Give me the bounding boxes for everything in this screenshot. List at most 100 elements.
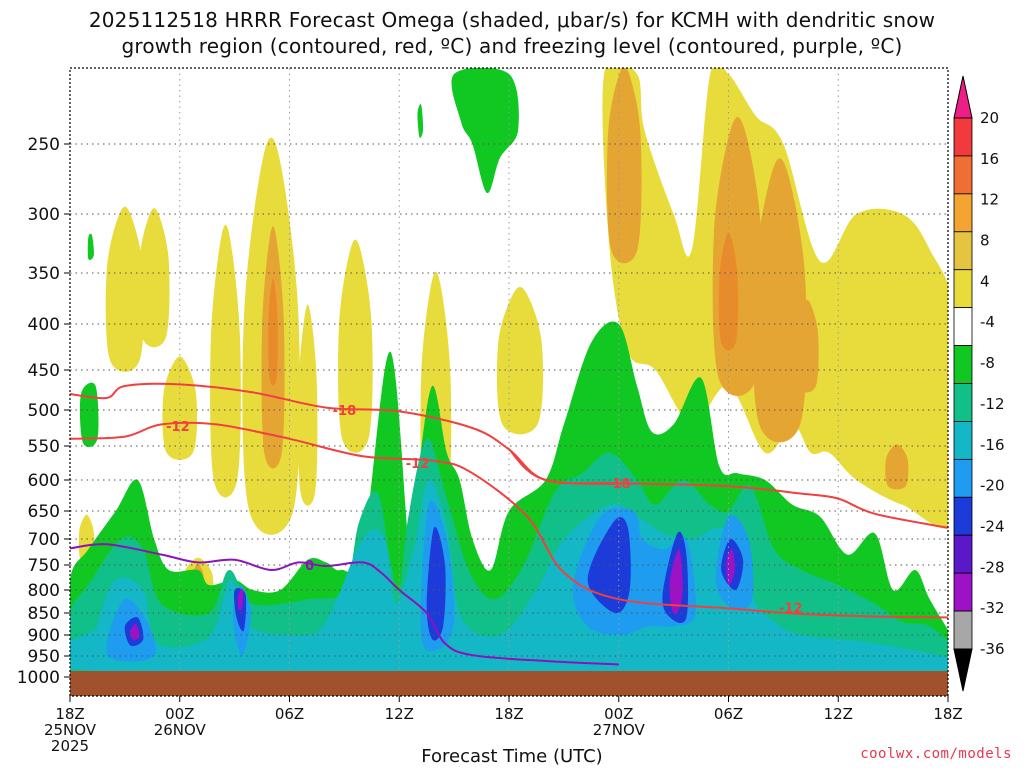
y-tick-label: 550 <box>28 437 60 457</box>
omega-shading <box>70 68 948 696</box>
colorbar-label: 4 <box>980 272 990 290</box>
x-tick-date: 26NOV <box>154 721 207 739</box>
colorbar-top-arrow <box>953 75 973 119</box>
colorbar-label: 16 <box>980 150 999 168</box>
contour-label: -12 <box>166 420 190 435</box>
omega-pos-region <box>105 206 145 372</box>
contour-label: -12 <box>406 457 430 472</box>
chart-title-line-2: growth region (contoured, red, ºC) and f… <box>121 34 903 58</box>
y-tick-label: 800 <box>28 581 60 601</box>
omega-pos-region <box>795 299 819 393</box>
colorbar-label: -24 <box>980 517 1005 535</box>
colorbar-band <box>953 307 973 346</box>
y-tick-label: 600 <box>28 471 60 491</box>
omega-pos-region <box>210 224 241 498</box>
x-tick-label: 06Z <box>714 705 743 723</box>
colorbar-legend: 20 16 12 8 4 -4 -8 -12 -16 -20 -24 -28 -32 -36 <box>953 75 1005 692</box>
colorbar-band <box>953 117 973 157</box>
colorbar-label: -12 <box>980 395 1005 413</box>
x-tick-label: 00Z <box>604 705 633 723</box>
contour-line-minus18b <box>508 448 638 485</box>
omega-pos-region <box>138 208 170 348</box>
omega-pos-region <box>496 286 544 435</box>
y-tick-label: 500 <box>28 401 60 421</box>
omega-pos-region <box>718 232 739 351</box>
y-tick-label: 1000 <box>17 668 60 688</box>
axes: 2503003504004505005506006507007508008509… <box>17 67 963 755</box>
y-tick-label: 750 <box>28 556 60 576</box>
colorbar-band <box>953 383 973 422</box>
y-tick-label: 250 <box>28 135 60 155</box>
colorbar-band <box>953 155 973 195</box>
colorbar-band <box>953 534 973 574</box>
x-tick-label: 18Z <box>55 705 84 723</box>
colorbar-label: 8 <box>980 232 990 250</box>
omega-neg-region <box>130 623 140 640</box>
colorbar-band <box>953 421 973 460</box>
y-tick-label: 950 <box>28 647 60 667</box>
colorbar-band <box>953 193 973 233</box>
omega-pos-region <box>162 356 198 460</box>
x-tick-date: 27NOV <box>593 721 646 739</box>
omega-neg-region <box>426 526 446 641</box>
colorbar-band <box>953 610 973 650</box>
contour-line-minus18 <box>70 382 948 529</box>
colorbar-label: -32 <box>980 599 1005 617</box>
colorbar-band <box>953 269 973 309</box>
y-tick-label: 700 <box>28 530 60 550</box>
colorbar-band <box>953 572 973 612</box>
colorbar-bottom-arrow <box>953 648 973 692</box>
omega-neg-region <box>70 479 948 675</box>
contour-line-minus12 <box>70 421 948 619</box>
omega-pos-region <box>268 278 278 386</box>
credit-text[interactable]: coolwx.com/models <box>860 746 1012 762</box>
y-tick-label: 650 <box>28 502 60 522</box>
x-tick-label: 12Z <box>824 705 853 723</box>
y-tick-label: 350 <box>28 264 60 284</box>
omega-pos-region <box>606 68 642 264</box>
y-tick-label: 450 <box>28 361 60 381</box>
x-tick-year: 2025 <box>51 737 89 755</box>
colorbar-label: -4 <box>980 313 995 331</box>
omega-neg-region <box>87 233 94 261</box>
ground-surface <box>70 671 948 696</box>
colorbar-label: 12 <box>980 191 999 209</box>
contour-label: -18 <box>607 477 631 492</box>
temperature-contours: -18 -18 -12 -12 -12 0 <box>70 382 948 666</box>
colorbar-band <box>953 231 973 271</box>
omega-neg-region <box>79 382 99 448</box>
contour-label: 0 <box>305 559 314 574</box>
omega-pos-region <box>885 444 909 490</box>
colorbar-label: -28 <box>980 558 1005 576</box>
y-tick-label: 850 <box>28 604 60 624</box>
colorbar-band <box>953 458 973 498</box>
omega-neg-region <box>451 68 519 194</box>
omega-neg-region <box>237 589 244 611</box>
contour-label: -12 <box>779 601 803 616</box>
x-axis-label: Forecast Time (UTC) <box>421 746 603 767</box>
omega-pos-region <box>752 158 807 443</box>
x-tick-label: 18Z <box>933 705 962 723</box>
colorbar-label: -36 <box>980 640 1005 658</box>
omega-pos-region <box>338 239 373 453</box>
colorbar-label: 20 <box>980 109 999 127</box>
x-tick-label: 06Z <box>275 705 304 723</box>
contour-line-freezing <box>70 543 619 666</box>
y-tick-label: 300 <box>28 205 60 225</box>
x-tick-label: 12Z <box>385 705 414 723</box>
grid-lines <box>70 68 948 671</box>
y-tick-label: 400 <box>28 315 60 335</box>
y-tick-label: 900 <box>28 626 60 646</box>
x-tick-date: 25NOV <box>44 721 97 739</box>
chart-title-line-1: 2025112518 HRRR Forecast Omega (shaded, … <box>88 8 936 32</box>
colorbar-label: -16 <box>980 436 1005 454</box>
colorbar-band <box>953 496 973 536</box>
colorbar-label: -8 <box>980 354 995 372</box>
colorbar-band <box>953 345 973 384</box>
x-tick-label: 00Z <box>165 705 194 723</box>
omega-neg-region <box>417 104 424 138</box>
omega-neg-region <box>669 549 683 615</box>
colorbar-label: -20 <box>980 477 1005 495</box>
x-tick-label: 18Z <box>494 705 523 723</box>
